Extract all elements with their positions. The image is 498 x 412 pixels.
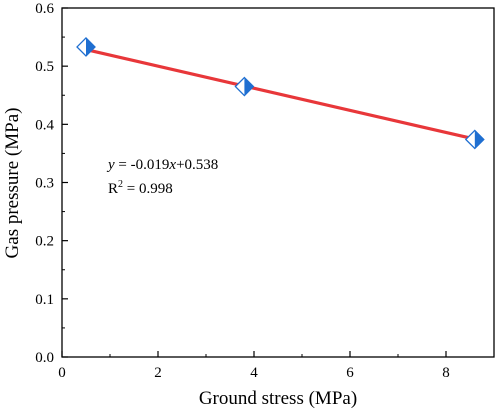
fit-line-group: [85, 48, 476, 141]
equation-annotation: y = -0.019x+0.538: [106, 157, 218, 173]
x-tick-label: 6: [346, 365, 354, 381]
data-point: [464, 129, 485, 150]
data-point: [76, 37, 96, 57]
x-tick-label: 4: [250, 365, 258, 381]
x-axis-title: Ground stress (MPa): [199, 388, 357, 409]
data-point: [234, 76, 255, 97]
marker-fill: [86, 37, 95, 56]
x-tick-label: 8: [442, 365, 450, 381]
x-tick-labels: 0 2 4 6 8: [58, 365, 450, 381]
data-points: [76, 37, 485, 150]
y-tick-label: 0.1: [35, 292, 54, 308]
marker-outline: [464, 129, 485, 150]
y-tick-label: 0.0: [35, 350, 54, 366]
marker-outline: [234, 76, 255, 97]
y-axis-title: Gas pressure (MPa): [2, 108, 23, 259]
y-tick-label: 0.5: [35, 59, 54, 75]
r-squared-annotation: R2 = 0.998: [108, 179, 173, 197]
marker-outline: [76, 37, 96, 57]
y-tick-label: 0.2: [35, 234, 54, 250]
y-tick-label: 0.6: [35, 1, 54, 17]
marker-fill: [244, 77, 254, 96]
marker-fill: [474, 130, 484, 149]
x-tick-label: 2: [154, 365, 162, 381]
fit-line: [85, 48, 476, 141]
y-tick-label: 0.3: [35, 176, 54, 192]
y-tick-labels: 0.0 0.1 0.2 0.3 0.4 0.5 0.6: [35, 1, 54, 366]
y-tick-label: 0.4: [35, 117, 54, 133]
x-tick-label: 0: [58, 365, 66, 381]
tick-marks: [61, 7, 447, 358]
